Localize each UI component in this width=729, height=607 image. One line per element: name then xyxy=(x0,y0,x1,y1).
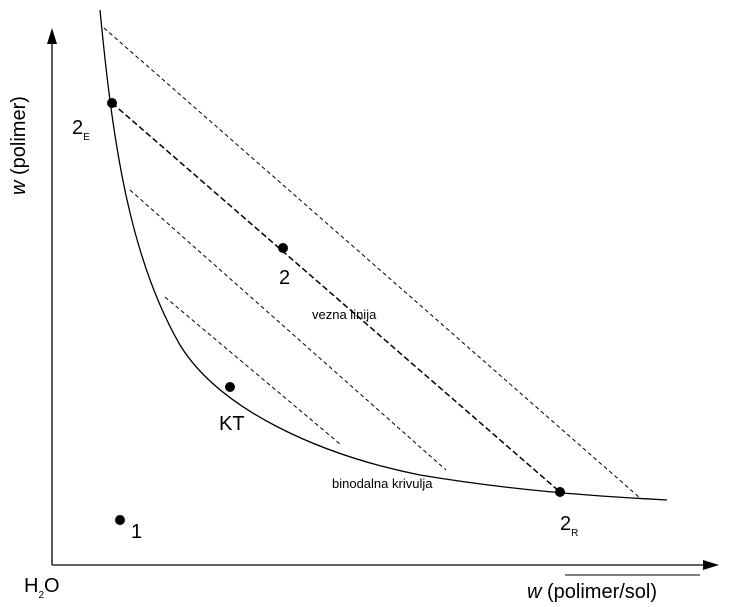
tie-line-4 xyxy=(164,296,341,445)
label-1-text: 1 xyxy=(131,521,143,543)
point-1 xyxy=(115,515,125,525)
x-axis-label-text: (polimer/sol) xyxy=(541,581,658,603)
y-axis-arrow xyxy=(47,28,57,44)
point-2E xyxy=(107,98,117,108)
label-2R-main: 2 xyxy=(560,513,572,535)
label-2: 2 xyxy=(279,268,290,288)
label-KT: KT xyxy=(219,414,245,434)
label-2E: 2E xyxy=(72,117,90,143)
label-2R-sub: R xyxy=(571,528,579,539)
y-axis-label-text: (polimer) xyxy=(8,96,30,181)
tie-line-1 xyxy=(103,27,641,499)
y-axis-label-var: w xyxy=(8,180,30,195)
label-2-text: 2 xyxy=(279,267,291,289)
binodal-annotation-text: binodalna krivulja xyxy=(332,476,433,491)
point-KT xyxy=(225,382,235,392)
tie-line-annotation-text: vezna linija xyxy=(312,307,377,322)
origin-label: H2O xyxy=(24,575,60,601)
label-2E-sub: E xyxy=(83,132,90,143)
point-2R xyxy=(555,487,565,497)
point-2 xyxy=(278,243,288,253)
x-axis-label: w (polimer/sol) xyxy=(527,582,657,602)
label-1: 1 xyxy=(131,522,142,542)
origin-h: H xyxy=(24,575,39,597)
label-KT-text: KT xyxy=(219,413,245,435)
tie-line-2 xyxy=(111,102,561,493)
x-axis-label-var: w xyxy=(527,581,542,603)
binodal-curve xyxy=(99,9,668,501)
label-2R: 2R xyxy=(560,513,578,539)
x-axis-arrow xyxy=(703,560,719,570)
origin-sub: 2 xyxy=(38,590,45,601)
tie-line-3 xyxy=(129,189,447,471)
tie-line-annotation: vezna linija xyxy=(312,308,376,321)
origin-o: O xyxy=(44,575,60,597)
binodal-annotation: binodalna krivulja xyxy=(332,477,432,490)
label-2E-main: 2 xyxy=(72,117,84,139)
